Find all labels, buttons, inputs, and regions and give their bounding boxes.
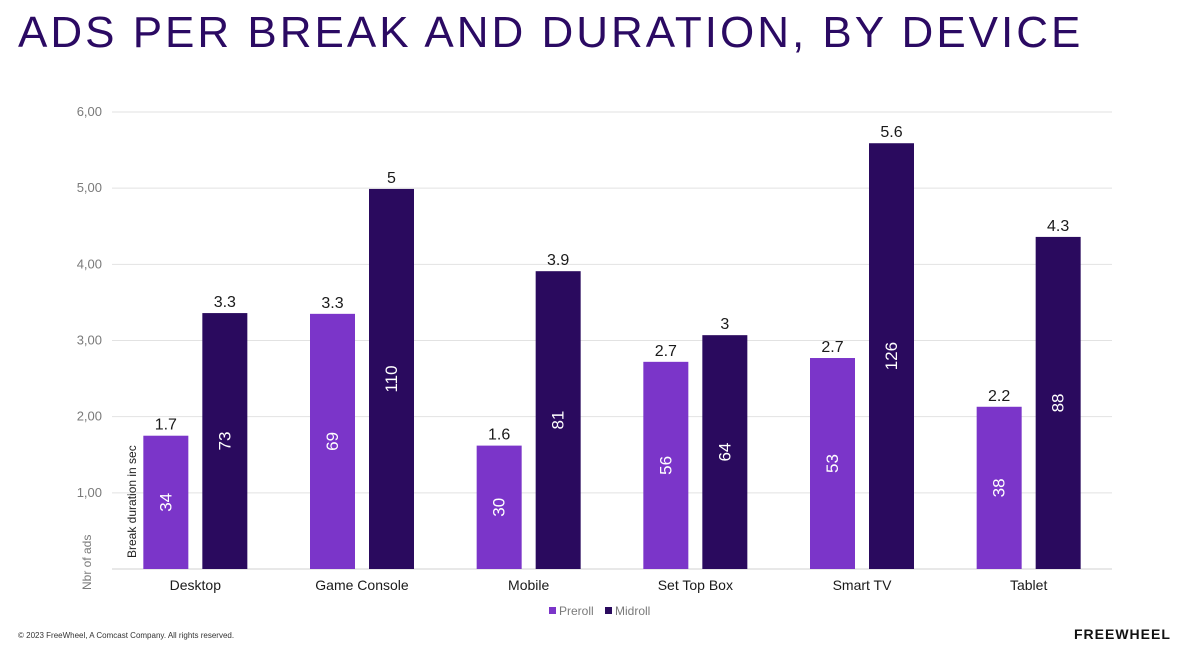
y-tick-label: 3,00 — [77, 333, 102, 348]
legend-swatch — [549, 607, 556, 614]
bar-preroll — [143, 435, 189, 569]
bar-value-label: 3.9 — [547, 252, 569, 269]
bar-preroll — [476, 445, 522, 569]
duration-label: 30 — [490, 498, 509, 517]
bar-midroll — [369, 188, 414, 569]
bar-preroll — [310, 313, 355, 569]
duration-label: 73 — [215, 432, 234, 451]
legend-label: Preroll — [559, 604, 594, 618]
duration-label: 88 — [1049, 393, 1068, 412]
bar-midroll — [869, 143, 914, 569]
duration-label: 38 — [990, 478, 1009, 497]
category-label: Desktop — [170, 577, 222, 593]
category-label: Game Console — [315, 577, 409, 593]
bar-value-label: 2.7 — [655, 343, 677, 360]
bar-midroll — [535, 271, 581, 569]
bar-value-label: 1.6 — [488, 427, 510, 444]
duration-label: 81 — [549, 411, 568, 430]
y-tick-label: 6,00 — [77, 104, 102, 119]
page-title: ADS PER BREAK AND DURATION, BY DEVICE — [18, 8, 1084, 57]
legend-label: Midroll — [615, 604, 650, 618]
y-axis-title: Nbr of ads — [80, 535, 94, 590]
duration-label: 53 — [823, 454, 842, 473]
y-tick-label: 2,00 — [77, 409, 102, 424]
duration-label: 110 — [382, 365, 401, 392]
bar-value-label: 4.3 — [1047, 218, 1069, 235]
category-label: Tablet — [1010, 577, 1047, 593]
bar-value-label: 5 — [387, 170, 396, 187]
bars: 1.7 34 3.3 73 3.3 69 5 110 1.6 30 3.9 81 2.7 56 3 64 2.7… — [143, 124, 1081, 569]
bar-midroll — [1035, 236, 1081, 569]
y-tick-label: 4,00 — [77, 256, 102, 271]
copyright-footer: © 2023 FreeWheel, A Comcast Company. All… — [18, 631, 235, 640]
category-label: Smart TV — [833, 577, 893, 593]
duration-label: 69 — [323, 432, 342, 451]
category-label: Mobile — [508, 577, 549, 593]
y-tick-label: 1,00 — [77, 485, 102, 500]
bar-value-label: 3 — [720, 316, 729, 333]
freewheel-logo: FREEWHEEL — [1074, 626, 1171, 642]
bar-value-label: 3.3 — [321, 295, 343, 312]
bar-preroll — [643, 361, 689, 569]
duration-label: 126 — [882, 342, 901, 370]
bar-value-label: 5.6 — [880, 124, 902, 141]
bar-value-label: 2.7 — [821, 339, 843, 356]
bar-value-label: 3.3 — [214, 294, 236, 311]
duration-axis-title: Break duration in sec — [125, 445, 139, 558]
duration-label: 34 — [156, 493, 175, 512]
bar-midroll — [202, 313, 248, 569]
legend-swatch — [605, 607, 612, 614]
bar-preroll — [976, 406, 1022, 569]
legend: Preroll Midroll — [549, 604, 650, 618]
gridlines — [112, 111, 1112, 570]
duration-label: 56 — [656, 456, 675, 475]
y-tick-label: 5,00 — [77, 180, 102, 195]
duration-label: 64 — [715, 443, 734, 462]
y-tick-labels: 1,00 2,00 3,00 4,00 5,00 6,00 — [77, 104, 102, 500]
bar-midroll — [702, 335, 748, 569]
category-label: Set Top Box — [658, 577, 733, 593]
bar-value-label: 2.2 — [988, 388, 1010, 405]
bar-preroll — [810, 358, 855, 569]
bar-value-label: 1.7 — [155, 417, 177, 434]
category-labels: Desktop Game Console Mobile Set Top Box Smar… — [170, 577, 1048, 593]
